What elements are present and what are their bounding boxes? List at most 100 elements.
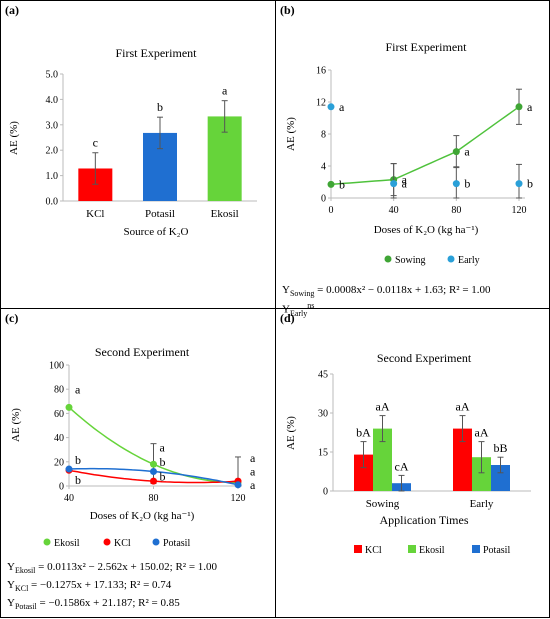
significance-letter: aA (475, 426, 489, 440)
chart-c-x-tick-label: 40 (64, 493, 74, 504)
chart-c-title: Second Experiment (95, 345, 190, 359)
significance-letter: b (75, 473, 81, 487)
point-potasil (65, 465, 73, 473)
significance-letter: a (250, 451, 256, 465)
chart-d-y-tick-label: 30 (318, 409, 328, 420)
point-early (452, 180, 460, 188)
panel-b-label: (b) (280, 3, 295, 17)
chart-b-title: First Experiment (386, 40, 468, 54)
chart-c-y-tick-label: 0 (59, 482, 64, 493)
equation-c-ekosil: YEkosil = 0.0113x² − 2.562x + 150.02; R²… (7, 561, 218, 576)
chart-c-x-tick-label: 120 (231, 493, 246, 504)
chart-b-x-tick-label: 0 (329, 205, 334, 216)
point-kcl (150, 477, 157, 485)
legend-label-kcl: KCl (114, 538, 131, 549)
legend-label-sowing: Sowing (395, 255, 426, 266)
equation-b-sowing: YSowing = 0.0008x² − 0.0118x + 1.63; R² … (282, 284, 491, 299)
legend-label-ekosil: Ekosil (419, 545, 445, 556)
significance-letter: b (527, 177, 533, 191)
chart-d-y-tick-label: 0 (323, 487, 328, 498)
legend-marker-ekosil (43, 538, 51, 546)
legend-marker-kcl (103, 538, 111, 546)
significance-letter: a (402, 177, 408, 191)
panel-d: (d) Second Experiment 0 15 30 45 bA aA cA Sowing… (275, 308, 550, 618)
bar-potasil-early (491, 465, 510, 491)
bar-kcl-sowing (354, 454, 373, 491)
significance-letter: a (222, 84, 228, 98)
panel-b: (b) First Experiment 0 4 8 12 16 0 40 80 120 b a a a a… (275, 0, 550, 318)
chart-d-y-tick-label: 15 (318, 448, 328, 459)
legend-marker-ekosil (408, 545, 416, 553)
chart-a-y-tick-label: 3.0 (46, 120, 59, 131)
significance-letter: aA (456, 400, 470, 414)
significance-letter: b (464, 177, 470, 191)
chart-a-y-axis-label: AE (%) (8, 121, 20, 155)
point-potasil (150, 467, 157, 475)
chart-b-y-tick-label: 16 (316, 66, 326, 77)
x-tick-label: KCl (86, 208, 104, 220)
significance-letter: b (75, 453, 81, 467)
significance-letter: a (160, 440, 166, 454)
significance-letter: a (75, 382, 81, 396)
chart-c-y-tick-label: 60 (54, 409, 64, 420)
chart-a-title: First Experiment (116, 46, 198, 60)
chart-c-y-tick-label: 20 (54, 457, 64, 468)
x-tick-label: Potasil (145, 208, 175, 220)
legend-label-early: Early (458, 255, 480, 266)
chart-c-y-tick-label: 100 (49, 361, 64, 372)
chart-c-x-axis-label: Doses of K₂O (kg ha⁻¹) (90, 510, 195, 522)
chart-a: First Experiment 0.0 1.0 2.0 3.0 4.0 5.0 c KCl b P… (8, 46, 257, 238)
equation-c-kcl: YKCl = −0.1275x + 17.133; R² = 0.74 (7, 579, 172, 594)
significance-letter: b (160, 455, 166, 469)
significance-letter: bB (493, 441, 507, 455)
point-ekosil (150, 460, 157, 468)
chart-d-y-axis-label: AE (%) (285, 416, 297, 450)
legend-marker-kcl (354, 545, 362, 553)
chart-b-x-tick-label: 40 (389, 205, 399, 216)
legend-label-kcl: KCl (365, 545, 382, 556)
chart-b-y-tick-label: 4 (321, 162, 326, 173)
bar-ekosil-early (472, 457, 491, 491)
chart-b-y-tick-label: 8 (321, 130, 326, 141)
bar-ekosil-sowing (373, 428, 392, 491)
significance-letter: b (157, 100, 163, 114)
chart-b-x-tick-label: 120 (512, 205, 527, 216)
legend-marker-potasil (472, 545, 480, 553)
point-early (515, 180, 523, 188)
significance-letter: a (339, 100, 345, 114)
chart-a-y-tick-label: 1.0 (46, 171, 59, 182)
significance-letter: bA (356, 426, 371, 440)
point-early (390, 180, 398, 188)
legend-marker-sowing (384, 255, 392, 263)
chart-c-x-tick-label: 80 (149, 493, 159, 504)
chart-b-y-tick-label: 0 (321, 194, 326, 205)
significance-letter: a (527, 100, 533, 114)
bar-kcl-early (453, 428, 472, 491)
chart-c-y-tick-label: 40 (54, 433, 64, 444)
significance-letter: a (250, 478, 256, 492)
point-potasil (234, 481, 242, 489)
chart-a-y-tick-label: 5.0 (46, 70, 59, 81)
panel-c: (c) Second Experiment 0 20 40 60 80 100 40 80 120… (0, 308, 276, 618)
significance-letter: a (464, 145, 470, 159)
chart-b-y-tick-label: 12 (316, 98, 326, 109)
significance-letter: b (160, 469, 166, 483)
equation-b-early: YEarlyns (282, 301, 315, 318)
x-tick-label: Ekosil (211, 208, 239, 220)
legend-marker-early (447, 255, 455, 263)
chart-b-y-axis-label: AE (%) (285, 117, 297, 151)
chart-c-y-axis-label: AE (%) (10, 408, 22, 442)
chart-c-y-tick-label: 80 (54, 385, 64, 396)
x-tick-label: Early (470, 498, 494, 510)
chart-a-y-tick-label: 4.0 (46, 95, 59, 106)
point-sowing (327, 180, 335, 188)
chart-b-x-tick-label: 80 (451, 205, 461, 216)
point-ekosil (65, 403, 73, 411)
panel-c-label: (c) (5, 311, 19, 325)
chart-b-x-axis-label: Doses of K₂O (kg ha⁻¹) (374, 224, 479, 236)
point-sowing (452, 148, 460, 156)
chart-a-y-tick-label: 2.0 (46, 146, 59, 157)
significance-letter: aA (376, 400, 390, 414)
